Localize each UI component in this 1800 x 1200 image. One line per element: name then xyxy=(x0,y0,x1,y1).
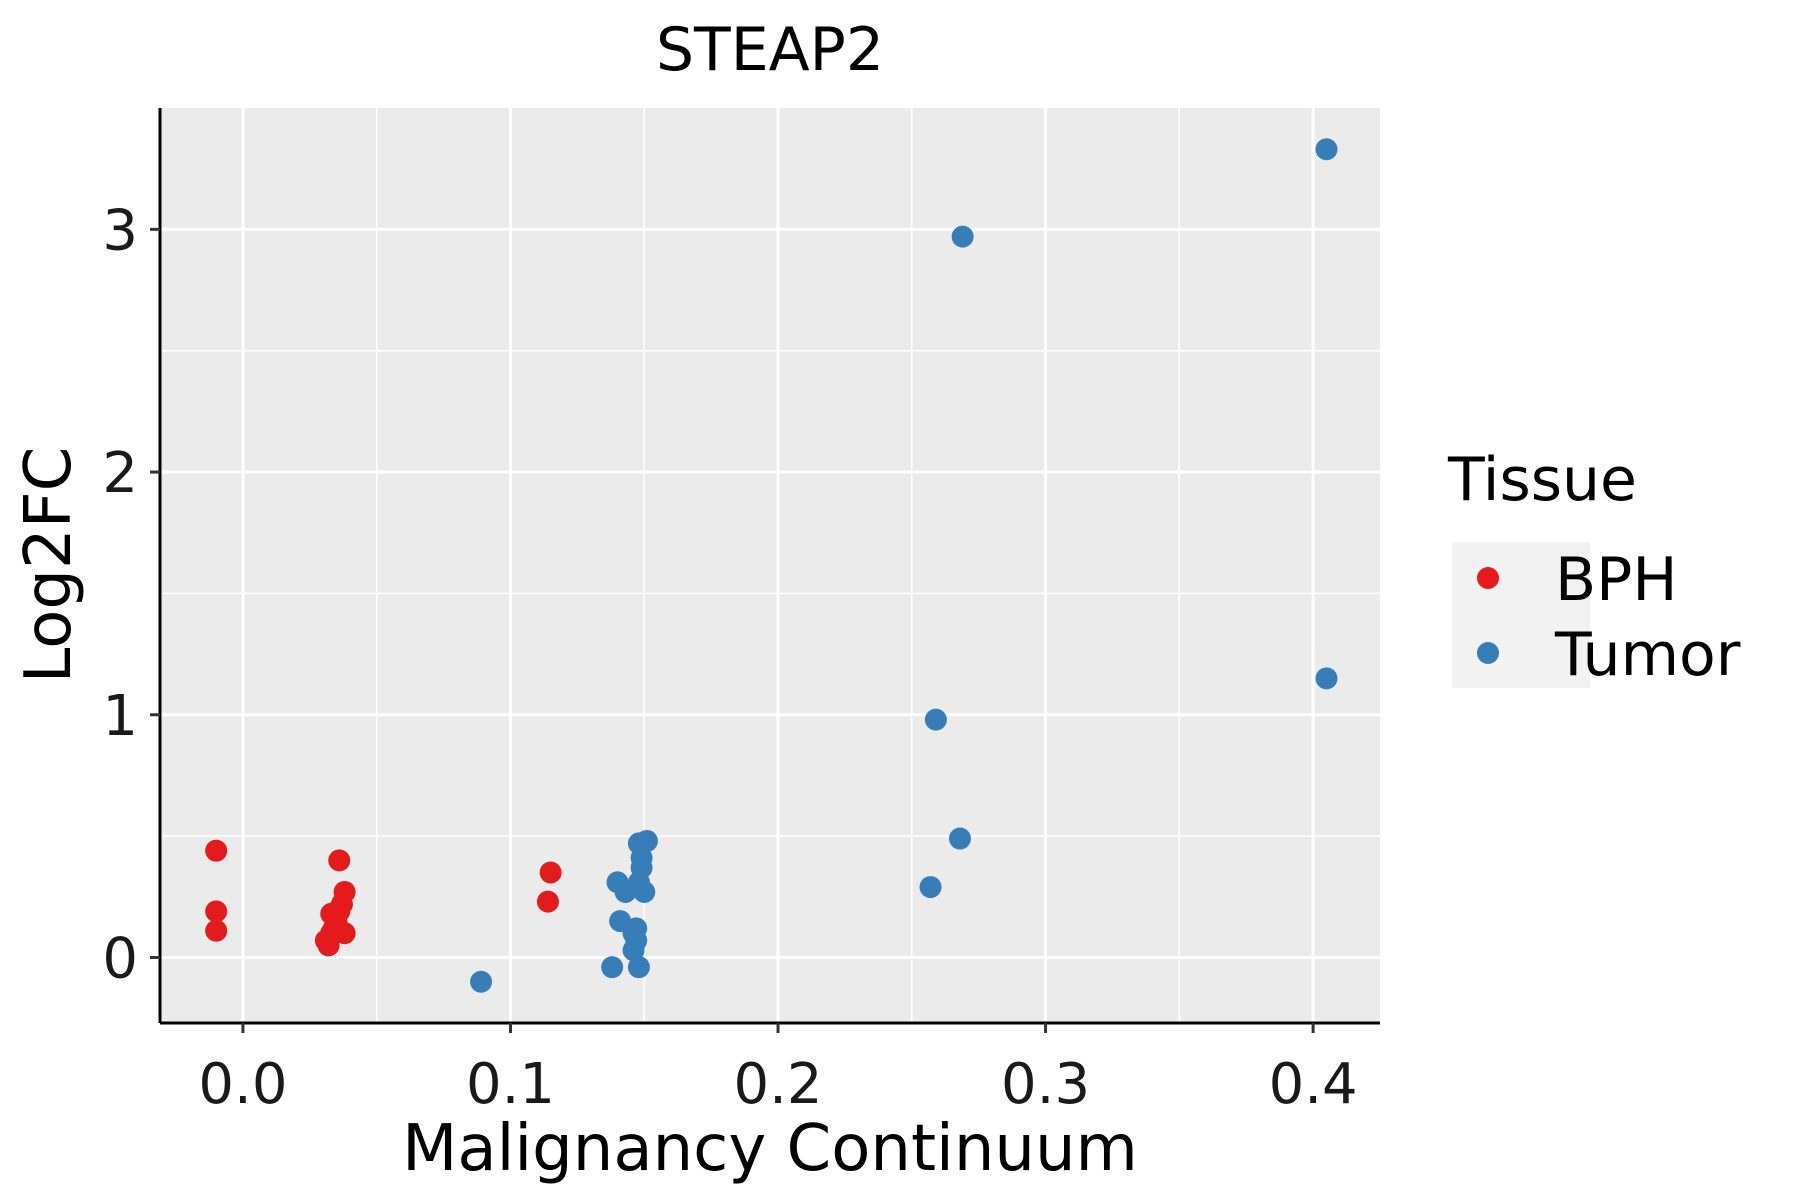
x-tick-label: 0.0 xyxy=(198,1052,287,1117)
bph-point xyxy=(205,839,228,862)
y-tick-label: 1 xyxy=(102,684,138,749)
tumor-point xyxy=(924,708,947,731)
legend-key-background xyxy=(1452,542,1590,688)
legend-label-bph: BPH xyxy=(1555,545,1677,615)
x-axis-title: Malignancy Continuum xyxy=(402,1112,1138,1186)
x-tick-label: 0.1 xyxy=(466,1052,555,1117)
tumor-point xyxy=(470,970,493,993)
tumor-point xyxy=(1315,138,1338,161)
bph-point xyxy=(205,900,228,923)
tumor-point xyxy=(951,225,974,248)
bph-point xyxy=(328,849,351,872)
legend-title: Tissue xyxy=(1447,445,1637,515)
bph-point xyxy=(536,890,559,913)
y-axis-ticks: 0 1 2 3 xyxy=(102,198,160,991)
tumor-point xyxy=(635,829,658,852)
legend-key-tumor xyxy=(1477,642,1499,664)
tumor-point xyxy=(1315,667,1338,690)
bph-point xyxy=(333,922,356,945)
y-tick-label: 3 xyxy=(102,198,138,263)
tumor-point xyxy=(948,827,971,850)
bph-point xyxy=(205,919,228,942)
bph-point xyxy=(317,934,340,957)
tumor-point xyxy=(627,956,650,979)
plot-panel xyxy=(160,108,1380,1023)
y-tick-label: 2 xyxy=(102,441,138,506)
legend-label-tumor: Tumor xyxy=(1554,620,1741,690)
y-tick-label: 0 xyxy=(102,926,138,991)
major-gridlines xyxy=(160,108,1380,1023)
data-points xyxy=(205,138,1338,993)
x-tick-label: 0.4 xyxy=(1269,1052,1358,1117)
x-tick-label: 0.3 xyxy=(1001,1052,1090,1117)
tumor-point xyxy=(609,910,632,933)
tumor-point xyxy=(919,876,942,899)
tumor-point xyxy=(633,880,656,903)
y-axis-title: Log2FC xyxy=(12,447,86,684)
tumor-point xyxy=(601,956,624,979)
x-tick-label: 0.2 xyxy=(733,1052,822,1117)
chart-title: STEAP2 xyxy=(656,15,884,85)
x-axis-ticks: 0.0 0.1 0.2 0.3 0.4 xyxy=(198,1023,1358,1117)
minor-gridlines xyxy=(160,108,1380,1023)
bph-point xyxy=(539,861,562,884)
legend-key-bph xyxy=(1477,567,1499,589)
